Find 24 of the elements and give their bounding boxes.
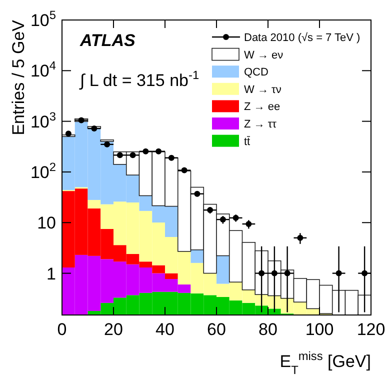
y-tick-label: 10$^{3}$ — [30, 109, 56, 132]
legend-label: Z → ee — [244, 101, 280, 114]
annotation: ∫ L dt = 315 nb$^{-1}$ — [79, 68, 200, 90]
y-tick-label: 10$^{2}$ — [30, 160, 56, 182]
x-tick-label: 20 — [104, 320, 123, 339]
y-tick-label: 10$^{4}$ — [30, 58, 56, 81]
legend-label: Data 2010 (√s = 7 TeV ) — [244, 32, 360, 44]
x-tick-label: 120 — [356, 320, 386, 339]
legend-label: W → τν — [244, 84, 282, 96]
y-tick-label: 10$^{5}$ — [30, 8, 56, 30]
x-tick-label: 60 — [207, 320, 226, 339]
annotation: ATLAS — [79, 31, 136, 50]
y-tick-label: 1 — [46, 264, 56, 284]
legend-label: W → eν — [244, 49, 284, 62]
legend-label: Z → ττ — [244, 118, 278, 130]
x-tick-label: 100 — [305, 320, 334, 339]
legend-label: tt̄ — [244, 135, 250, 148]
x-tick-label: 0 — [57, 320, 67, 339]
x-tick-label: 80 — [258, 320, 278, 339]
y-axis-title: Entries / 5 GeV — [9, 19, 28, 136]
y-tick-label: 10 — [37, 214, 56, 233]
legend-label: QCD — [244, 66, 268, 79]
x-axis-title: E$_{T}$$^{miss}$ [GeV] — [280, 349, 371, 375]
x-tick-label: 40 — [156, 320, 174, 339]
